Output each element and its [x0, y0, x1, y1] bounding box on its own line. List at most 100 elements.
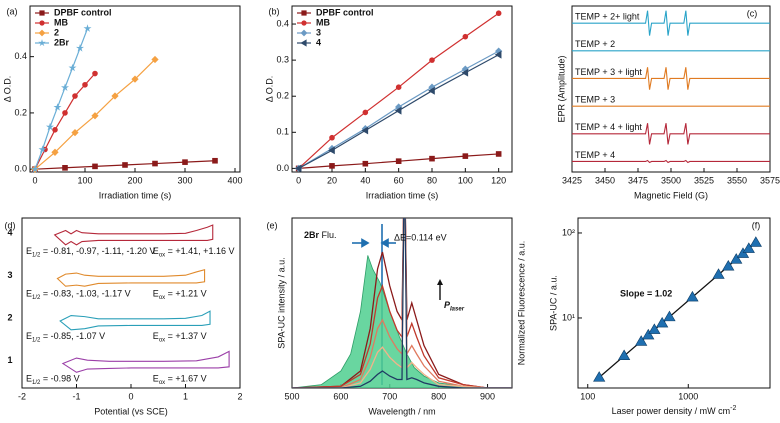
x-tick-label: 40	[360, 175, 370, 185]
marker	[394, 106, 402, 115]
x-tick-label: 3525	[694, 175, 714, 185]
cv-curve	[56, 269, 206, 287]
marker	[52, 126, 58, 133]
plot-frame	[577, 217, 771, 389]
y-tick-label: 0.1	[276, 127, 289, 137]
marker	[182, 159, 188, 165]
marker	[38, 145, 47, 153]
marker	[686, 290, 699, 302]
y-tick-label: 0.4	[276, 18, 289, 28]
legend-label: 3	[316, 27, 321, 37]
marker	[328, 146, 335, 155]
marker	[395, 158, 402, 164]
x-tick-label: 20	[327, 175, 337, 185]
legend-marker	[38, 29, 46, 37]
marker	[68, 63, 77, 72]
marker	[495, 10, 502, 17]
annotation-text: = +1.21 V	[165, 289, 207, 299]
marker	[362, 160, 369, 167]
series-line	[34, 28, 89, 170]
x-tick-label: 400	[227, 175, 242, 185]
subscript: 1/2	[32, 252, 41, 258]
y-axis-label: Δ O.D.	[2, 76, 12, 103]
annotation-text: = -0.83, -1.03, -1.17 V	[40, 289, 130, 299]
annotation: Plaser	[444, 300, 465, 312]
x-tick-label: 0	[32, 175, 37, 185]
x-tick-label: 1000	[678, 391, 698, 401]
x-tick-label: 900	[480, 391, 495, 401]
marker	[71, 128, 79, 137]
x-tick-label: 100	[580, 391, 595, 401]
symbol: E	[153, 247, 159, 257]
symbol: E	[26, 289, 32, 299]
panel: (c) 3425 3450 3475 3500 3525 3550 3575 Magnetic …	[556, 5, 780, 200]
panel-label: (a)	[7, 6, 18, 16]
panel-label: (b)	[269, 6, 280, 16]
x-tick-label: 3425	[562, 175, 582, 185]
marker	[61, 83, 69, 91]
legend-label: DPBF control	[54, 7, 112, 17]
marker	[83, 24, 92, 32]
y-tick-label: 10¹	[562, 312, 575, 322]
marker	[31, 164, 39, 173]
x-axis-label: Irradiation time (s)	[99, 190, 172, 200]
plot-frame	[291, 5, 513, 173]
x-tick-label: 500	[284, 391, 299, 401]
legend-label: MB	[54, 17, 68, 27]
marker	[429, 155, 435, 162]
arrow-head	[380, 238, 389, 248]
legend-label: 2Br	[54, 37, 70, 47]
marker	[82, 81, 88, 88]
marker	[62, 164, 68, 171]
y-tick-label: 10²	[562, 227, 575, 237]
annotation: E1/2 = -0.83, -1.03, -1.17 V	[26, 289, 131, 301]
x-tick-label: 600	[333, 391, 348, 401]
annotation: Eox = +1.37 V	[153, 332, 207, 344]
superscript: -2	[730, 405, 736, 412]
marker	[656, 316, 669, 328]
cv-curve	[59, 310, 211, 331]
arrow-head	[361, 238, 370, 248]
x-tick-label: 3500	[661, 175, 681, 185]
spectra	[292, 218, 512, 388]
y-axis-label: SPA-UC / a.u.	[548, 275, 558, 331]
compound-label: 4	[7, 228, 12, 238]
marker	[51, 148, 59, 156]
annotation: Eox = +1.67 V	[153, 374, 207, 386]
marker	[749, 236, 762, 247]
compound-label: 1	[7, 355, 12, 365]
panel-label: (d)	[5, 220, 16, 230]
x-tick-label: 0	[128, 391, 133, 401]
compound-label: 3	[7, 270, 12, 280]
marker	[395, 84, 402, 90]
marker	[361, 126, 369, 135]
marker	[593, 371, 606, 382]
trace-label: TEMP + 2	[575, 39, 615, 49]
panel: (b) 0 20 40 60 80 100 120 0.0 0.1 0.2 0.3 0.4 Irradia…	[264, 5, 513, 200]
marker	[151, 55, 159, 64]
legend-marker	[301, 10, 307, 16]
series-line	[298, 12, 500, 169]
legend-label: DPBF control	[316, 7, 374, 17]
y-tick-label: 0.3	[276, 55, 289, 65]
panel-label: (c)	[747, 8, 758, 18]
symbol: E	[153, 332, 159, 342]
marker	[294, 164, 302, 173]
symbol: E	[26, 332, 32, 342]
trace-label: TEMP + 4	[575, 150, 615, 160]
subscript: 1/2	[32, 380, 41, 386]
panel: (a) 0 100 200 300 400 0.0 0.2 0.4 Irradiation tim…	[2, 5, 243, 200]
x-tick-label: 2	[237, 391, 242, 401]
x-tick-label: 100	[458, 175, 473, 185]
x-axis-label: Laser power density / mW cm-2	[612, 405, 737, 417]
marker	[362, 109, 369, 116]
symbol: E	[153, 374, 159, 384]
marker	[428, 86, 435, 95]
slope-label: Slope = 1.02	[620, 288, 672, 298]
y-tick-label: 0.4	[14, 51, 27, 61]
marker	[92, 163, 98, 170]
marker	[152, 160, 158, 167]
marker	[742, 242, 755, 253]
x-tick-label: 60	[394, 175, 404, 185]
symbol: P	[444, 300, 451, 310]
